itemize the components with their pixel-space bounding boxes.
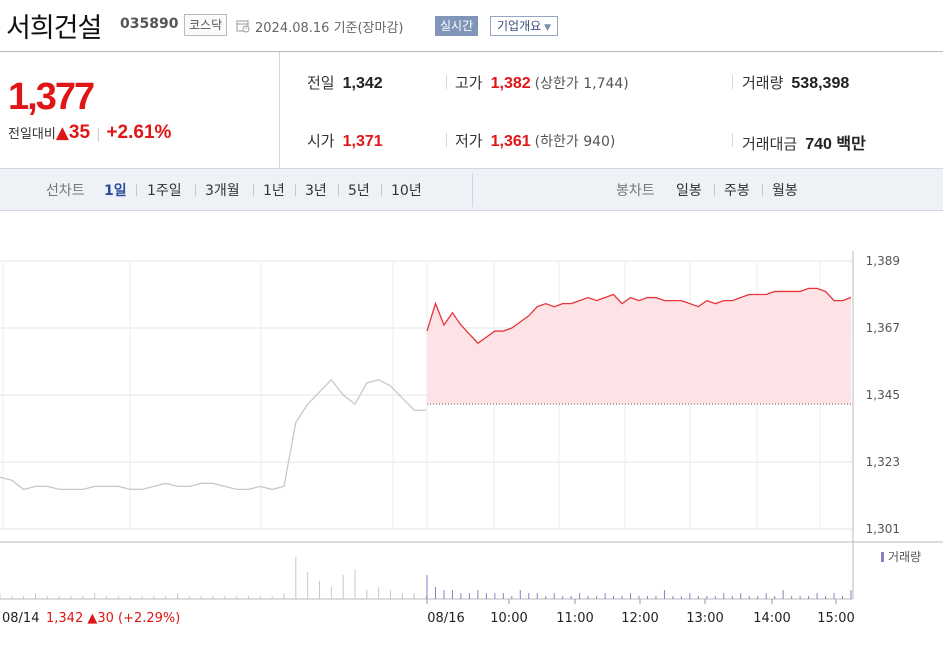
volume-legend-swatch xyxy=(881,552,884,562)
divider xyxy=(136,184,137,196)
tab-candle-weekly[interactable]: 주봉 xyxy=(724,183,750,199)
lower-limit: (하한가 940) xyxy=(534,134,616,150)
divider xyxy=(381,184,382,196)
chevron-down-icon: ▼ xyxy=(544,23,552,33)
stock-header: 서희건설 035890 코스닥 2024.08.16 기준(장마감) 실시간 기… xyxy=(0,0,943,52)
stat-label: 저가 xyxy=(455,132,483,150)
tab-period-3y[interactable]: 3년 xyxy=(305,183,327,199)
x-tick-label: 08/16 xyxy=(427,611,464,626)
stat-label: 고가 xyxy=(455,74,483,92)
line-chart-label: 선차트 xyxy=(46,183,85,199)
y-tick-label: 1,367 xyxy=(866,321,900,335)
tab-period-10y[interactable]: 10년 xyxy=(391,183,422,199)
change-label: 전일대비 xyxy=(8,127,56,142)
change-line: 전일대비▲35 | +2.61% xyxy=(8,122,171,144)
up-triangle-icon: ▲ xyxy=(55,123,69,143)
divider xyxy=(338,184,339,196)
tab-period-5y[interactable]: 5년 xyxy=(348,183,370,199)
x-tick-label: 15:00 xyxy=(817,611,854,626)
divider xyxy=(472,173,473,207)
stat-value: 538,398 xyxy=(791,75,850,92)
x-tick-label: 14:00 xyxy=(753,611,790,626)
stock-code: 035890 xyxy=(120,16,179,32)
y-tick-label: 1,301 xyxy=(866,522,900,536)
stat-value: 1,382 xyxy=(490,75,531,92)
divider xyxy=(295,184,296,196)
divider: | xyxy=(96,127,101,142)
stat-label: 거래량 xyxy=(742,74,784,92)
volume-legend-label: 거래량 xyxy=(888,550,921,564)
stat-label: 시가 xyxy=(307,132,335,150)
chart-plot xyxy=(0,287,852,491)
tab-period-3m[interactable]: 3개월 xyxy=(205,183,240,199)
divider xyxy=(195,184,196,196)
price-summary: 1,377 전일대비▲35 | +2.61% xyxy=(0,52,280,168)
y-tick-label: 1,323 xyxy=(866,455,900,469)
prev-day-line xyxy=(0,378,426,491)
tab-period-1w[interactable]: 1주일 xyxy=(147,183,182,199)
prev-day-label: 08/14 xyxy=(2,611,39,626)
tab-candle-monthly[interactable]: 월봉 xyxy=(772,183,798,199)
change-value: 35 xyxy=(68,122,91,143)
x-tick-label: 10:00 xyxy=(490,611,527,626)
x-tick-label: 11:00 xyxy=(556,611,593,626)
stat-open: 시가 1,371 xyxy=(307,130,383,151)
chart-labels: 1,389 1,367 1,345 1,323 1,301 거래량 08/16 10:00 11… xyxy=(2,254,921,626)
stat-value: 1,371 xyxy=(342,133,383,150)
overview-label: 기업개요 xyxy=(497,19,542,33)
calendar-icon xyxy=(236,20,250,33)
candle-chart-label: 봉차트 xyxy=(616,183,655,199)
company-overview-dropdown[interactable]: 기업개요 ▼ xyxy=(490,16,559,36)
divider xyxy=(732,133,733,147)
base-date: 2024.08.16 기준(장마감) xyxy=(255,21,404,36)
y-tick-label: 1,345 xyxy=(866,388,900,402)
tab-candle-daily[interactable]: 일봉 xyxy=(676,183,702,199)
stat-label: 거래대금 xyxy=(742,135,798,153)
price-chart: 1,389 1,367 1,345 1,323 1,301 거래량 08/16 10:00 11… xyxy=(0,251,943,626)
realtime-button[interactable]: 실시간 xyxy=(435,16,479,36)
change-percent: +2.61% xyxy=(106,122,172,143)
stat-label: 전일 xyxy=(307,74,335,92)
stat-volume: 거래량 538,398 xyxy=(742,72,849,93)
stat-high: 고가 1,382 (상한가 1,744) xyxy=(455,72,629,93)
stat-value: 1,342 xyxy=(342,75,383,92)
current-price: 1,377 xyxy=(8,76,95,118)
volume-plot xyxy=(0,557,852,599)
stat-low: 저가 1,361 (하한가 940) xyxy=(455,130,615,151)
market-badge: 코스닥 xyxy=(184,14,228,36)
divider xyxy=(446,133,447,147)
chart-tab-bar: 선차트 1일 1주일 3개월 1년 3년 5년 10년 봉차트 일봉 주봉 월봉 xyxy=(0,168,943,211)
stat-prev-close: 전일 1,342 xyxy=(307,72,383,93)
today-area xyxy=(427,288,851,405)
divider xyxy=(714,184,715,196)
stat-amount: 거래대금 740 백만 xyxy=(742,130,866,154)
stat-value: 1,361 xyxy=(490,133,531,150)
tab-period-1y[interactable]: 1년 xyxy=(263,183,285,199)
stat-value: 740 백만 xyxy=(805,136,866,153)
x-tick-label: 13:00 xyxy=(686,611,723,626)
prev-day-summary: 1,342 ▲30 (+2.29%) xyxy=(46,611,180,626)
divider xyxy=(446,75,447,89)
tab-period-1d[interactable]: 1일 xyxy=(104,183,127,199)
today-line xyxy=(426,287,852,345)
divider xyxy=(762,184,763,196)
upper-limit: (상한가 1,744) xyxy=(534,76,629,92)
x-tick-label: 12:00 xyxy=(621,611,658,626)
divider xyxy=(253,184,254,196)
y-tick-label: 1,389 xyxy=(866,254,900,268)
stock-name: 서희건설 xyxy=(6,13,102,44)
divider xyxy=(732,75,733,89)
